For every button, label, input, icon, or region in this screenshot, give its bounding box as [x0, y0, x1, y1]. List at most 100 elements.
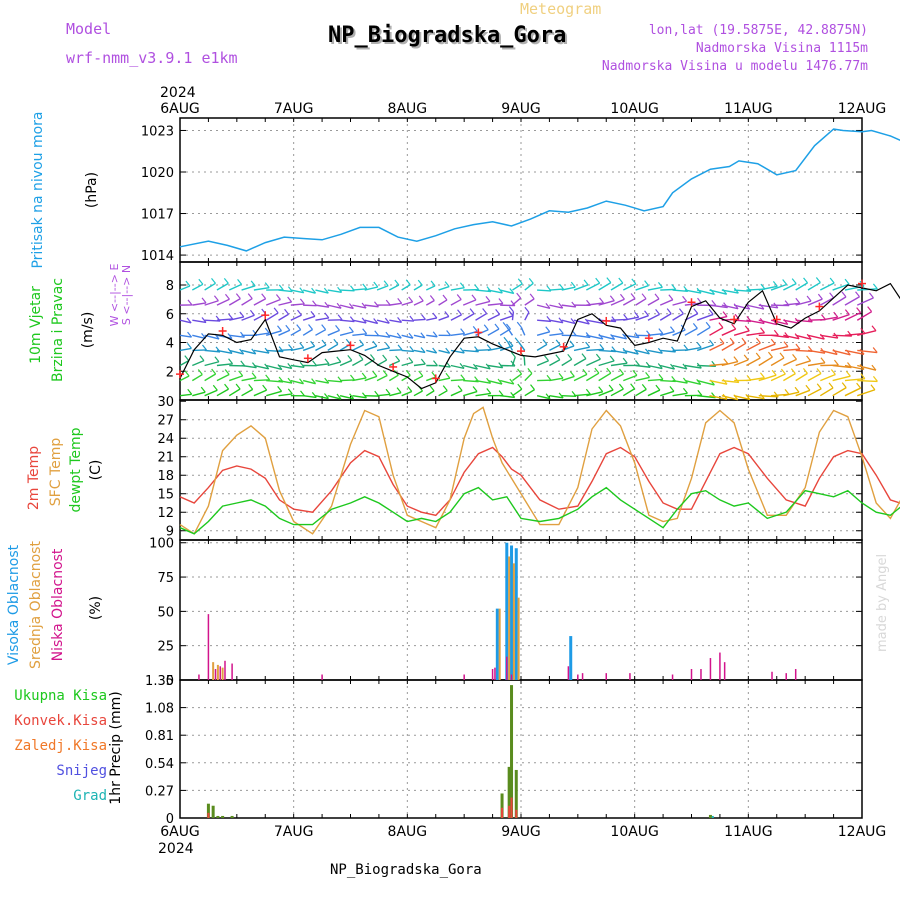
- wind-barb-feather: [848, 270, 852, 275]
- wind-barb: [770, 283, 787, 291]
- wind-barb: [573, 284, 589, 291]
- wind-barb: [476, 275, 490, 279]
- wind-barb: [302, 379, 316, 385]
- wind-barb-feather: [666, 308, 672, 315]
- wind-barb: [795, 372, 808, 382]
- wind-barb-feather: [570, 281, 576, 288]
- wind-barb-feather: [187, 343, 192, 349]
- wind-barb-feather: [253, 271, 257, 276]
- wind-barb-feather: [409, 346, 415, 352]
- wind-barb-feather: [757, 263, 761, 268]
- wind-barb-feather: [735, 268, 739, 273]
- wind-barb-feather: [805, 384, 811, 391]
- wind-barb: [290, 329, 302, 336]
- cloud-bar: [463, 674, 465, 680]
- wind-barb-feather: [273, 307, 279, 314]
- wind-barb: [648, 275, 663, 277]
- wind-barb: [647, 378, 664, 382]
- wind-barb-feather: [671, 284, 677, 290]
- wind-barb: [352, 394, 367, 399]
- pressure-axis-label: Pritisak na nivou mora: [30, 111, 46, 268]
- wind-barb: [746, 319, 765, 325]
- wind-barb: [475, 379, 491, 384]
- cloud-bar: [567, 666, 570, 680]
- wind-barb: [795, 282, 808, 291]
- day-label-bottom: 9AUG: [501, 824, 541, 840]
- wind-barb: [315, 344, 327, 352]
- wind-barb-feather: [372, 340, 378, 347]
- high-cloud-label: Visoka Oblacnost: [6, 544, 22, 665]
- wind-barb-feather: [509, 378, 515, 385]
- wind-barb: [832, 283, 850, 291]
- temp2m-axis-label: 2m Temp: [26, 446, 42, 510]
- wind-barb-feather: [584, 318, 590, 325]
- wind-barb-feather: [474, 284, 480, 290]
- wind-barb: [253, 286, 270, 291]
- wind-barb-feather: [555, 339, 561, 346]
- wind-barb-feather: [457, 385, 463, 391]
- wind-barb: [672, 392, 688, 397]
- wind-barb: [697, 379, 715, 386]
- wind-barb-feather: [459, 362, 465, 369]
- wind-barb: [733, 395, 750, 401]
- wind-barb-feather: [397, 344, 403, 351]
- wind-barb: [783, 268, 795, 275]
- wind-barb-feather: [345, 338, 351, 345]
- wind-barb-feather: [485, 363, 491, 370]
- wind-barb-feather: [382, 370, 388, 376]
- wind-barb-feather: [251, 372, 257, 379]
- wind-barb-feather: [559, 283, 564, 290]
- wind-barb: [438, 349, 450, 354]
- precip-bar: [510, 797, 513, 818]
- wind-barb: [278, 379, 293, 384]
- day-label-top: 7AUG: [274, 101, 314, 117]
- wind-barb: [819, 387, 834, 397]
- cloud-bar: [510, 674, 513, 680]
- wind-barb: [389, 392, 402, 397]
- wind-barb: [722, 273, 739, 275]
- panel-pressure: 1014 1017 1020 1023: [141, 117, 863, 264]
- wind-barb-feather: [633, 348, 639, 355]
- precip-legend-item: Konvek.Kisa: [14, 713, 107, 729]
- precip-legend-item: Ukupna Kisa: [14, 688, 107, 704]
- station-title-front: NP_Biogradska_Gora: [328, 23, 566, 48]
- wind-barb: [339, 395, 354, 400]
- wind-barb: [364, 319, 378, 325]
- wind-barb-feather: [733, 356, 739, 362]
- wind-barb-feather: [299, 287, 305, 294]
- wind-barb: [721, 395, 738, 401]
- wind-barb: [500, 275, 515, 277]
- wind-barb: [192, 391, 206, 397]
- wind-barb-feather: [773, 391, 779, 398]
- wind-barb-feather: [683, 274, 687, 279]
- wind-barb: [507, 341, 514, 351]
- wind-barb-feather: [349, 393, 355, 400]
- wind-barb-feather: [558, 328, 564, 334]
- wind-barb: [721, 304, 739, 310]
- wind-barb-feather: [631, 278, 637, 285]
- wind-barb-feather: [371, 264, 375, 269]
- cloud-bar: [605, 673, 607, 680]
- wind-barb: [511, 356, 516, 366]
- wind-barb: [536, 360, 549, 367]
- wind-barb-feather: [871, 364, 877, 371]
- elevation-label: Nadmorska Visina 1115m: [696, 41, 868, 56]
- wind-barb-feather: [718, 322, 724, 328]
- wind-barb: [807, 334, 825, 340]
- cloud-bar: [216, 664, 219, 680]
- wind-barb: [573, 393, 591, 397]
- wind-barb: [844, 364, 865, 371]
- wind-barb: [352, 270, 363, 275]
- wind-compass-ns-label: S <--|--> N: [120, 265, 133, 325]
- wind-barb-feather: [460, 272, 464, 277]
- wind-barb-feather: [872, 283, 878, 290]
- wind-barb-feather: [678, 308, 684, 315]
- series-line-sfc-temp: [179, 406, 900, 535]
- wind-barb: [192, 302, 207, 306]
- wind-barb-feather: [324, 358, 330, 365]
- wind-barb: [377, 269, 386, 275]
- wind-barb: [401, 349, 414, 353]
- wind-barb-feather: [711, 300, 717, 306]
- wind-barb: [352, 319, 367, 324]
- wind-barb: [389, 284, 400, 291]
